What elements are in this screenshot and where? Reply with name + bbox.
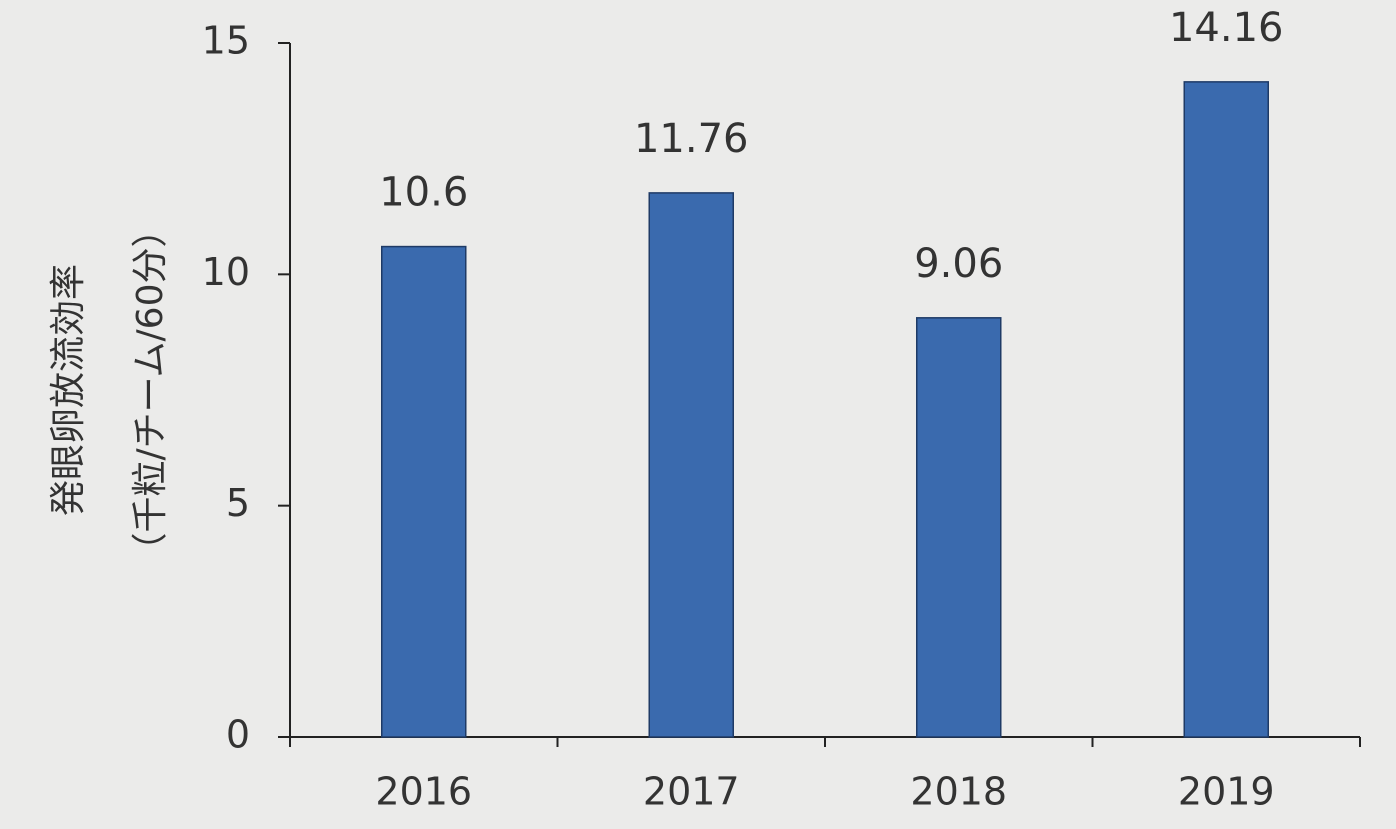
bar bbox=[1183, 81, 1269, 738]
bar bbox=[916, 317, 1002, 738]
bar bbox=[381, 245, 467, 738]
x-tick-label: 2018 bbox=[910, 770, 1007, 814]
x-tick-label: 2017 bbox=[643, 770, 740, 814]
value-label: 11.76 bbox=[634, 116, 749, 162]
y-tick-label: 5 bbox=[226, 481, 250, 525]
y-axis-label: 発眼卵放流効率 bbox=[48, 264, 89, 516]
y-tick-label: 10 bbox=[202, 250, 250, 294]
value-label: 14.16 bbox=[1169, 5, 1284, 51]
x-tick-label: 2019 bbox=[1178, 770, 1275, 814]
bar bbox=[648, 192, 734, 738]
y-tick-label: 15 bbox=[202, 19, 250, 63]
value-label: 10.6 bbox=[379, 170, 468, 216]
value-label: 9.06 bbox=[914, 241, 1003, 287]
y-tick-label: 0 bbox=[226, 713, 250, 757]
y-axis-unit: （千粒/チーム/60分） bbox=[130, 212, 171, 569]
x-tick-label: 2016 bbox=[375, 770, 472, 814]
